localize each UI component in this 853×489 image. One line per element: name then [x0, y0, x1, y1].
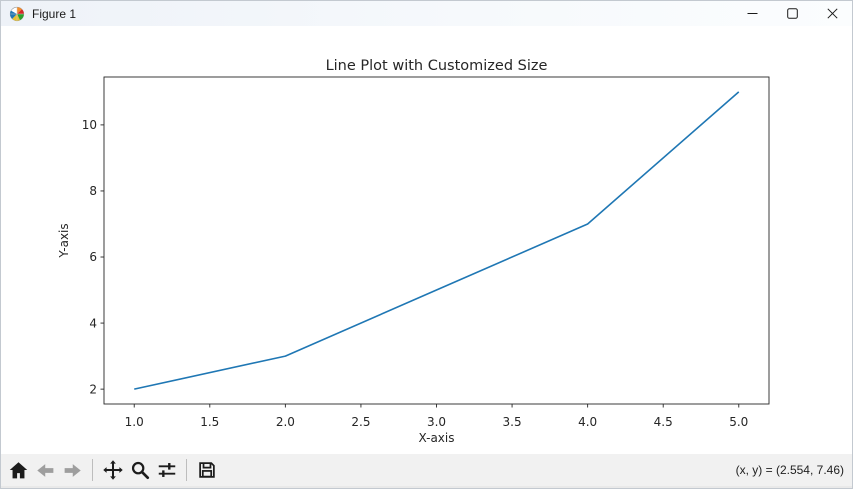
back-button[interactable]	[33, 457, 58, 484]
pan-button[interactable]	[100, 457, 125, 484]
window-titlebar[interactable]: Figure 1	[1, 1, 852, 26]
maximize-button[interactable]	[772, 1, 812, 26]
x-tick-label: 3.5	[503, 415, 522, 429]
zoom-button[interactable]	[127, 457, 152, 484]
x-tick-label: 2.5	[351, 415, 370, 429]
magnifier-icon	[131, 461, 149, 480]
y-tick-label: 10	[82, 118, 97, 132]
window-title: Figure 1	[32, 6, 77, 21]
x-tick-label: 1.0	[125, 415, 144, 429]
x-tick-label: 4.5	[654, 415, 673, 429]
x-tick-label: 4.0	[578, 415, 597, 429]
back-arrow-icon	[37, 463, 54, 477]
x-tick-label: 2.0	[276, 415, 295, 429]
sliders-icon	[158, 463, 175, 477]
figure-canvas[interactable]: Line Plot with Customized Size 1.0 1.5 2.0 2…	[1, 26, 852, 454]
home-icon	[9, 461, 28, 478]
y-tick-label: 4	[89, 316, 97, 330]
close-icon	[826, 8, 838, 19]
window-bottom-edge	[1, 486, 852, 488]
plot-border	[103, 76, 770, 405]
save-floppy-icon	[198, 462, 215, 478]
minimize-icon	[747, 13, 757, 14]
toolbar-separator	[92, 459, 93, 481]
data-line	[134, 91, 740, 390]
x-tick-label: 5.0	[729, 415, 748, 429]
y-axis-label: Y-axis	[57, 223, 71, 258]
navigation-toolbar: (x, y) = (2.554, 7.46)	[1, 454, 852, 486]
y-tick-label: 2	[89, 382, 97, 396]
x-tick-label: 1.5	[200, 415, 219, 429]
y-tick-label: 6	[89, 250, 97, 264]
y-tick-label: 8	[89, 184, 97, 198]
toolbar-separator	[186, 459, 187, 481]
matplotlib-logo-icon	[9, 6, 25, 22]
line-chart[interactable]: Line Plot with Customized Size 1.0 1.5 2.0 2…	[1, 26, 853, 454]
x-axis-label: X-axis	[419, 431, 455, 445]
chart-title: Line Plot with Customized Size	[326, 58, 548, 74]
maximize-icon	[786, 8, 798, 19]
configure-subplots-button[interactable]	[154, 457, 179, 484]
forward-button[interactable]	[60, 457, 85, 484]
save-button[interactable]	[194, 457, 219, 484]
forward-arrow-icon	[64, 463, 81, 477]
close-button[interactable]	[812, 1, 852, 26]
minimize-button[interactable]	[732, 1, 772, 26]
cursor-coordinates-readout: (x, y) = (2.554, 7.46)	[735, 463, 844, 477]
pan-icon	[102, 460, 123, 480]
home-button[interactable]	[6, 457, 31, 484]
x-tick-label: 3.0	[427, 415, 446, 429]
